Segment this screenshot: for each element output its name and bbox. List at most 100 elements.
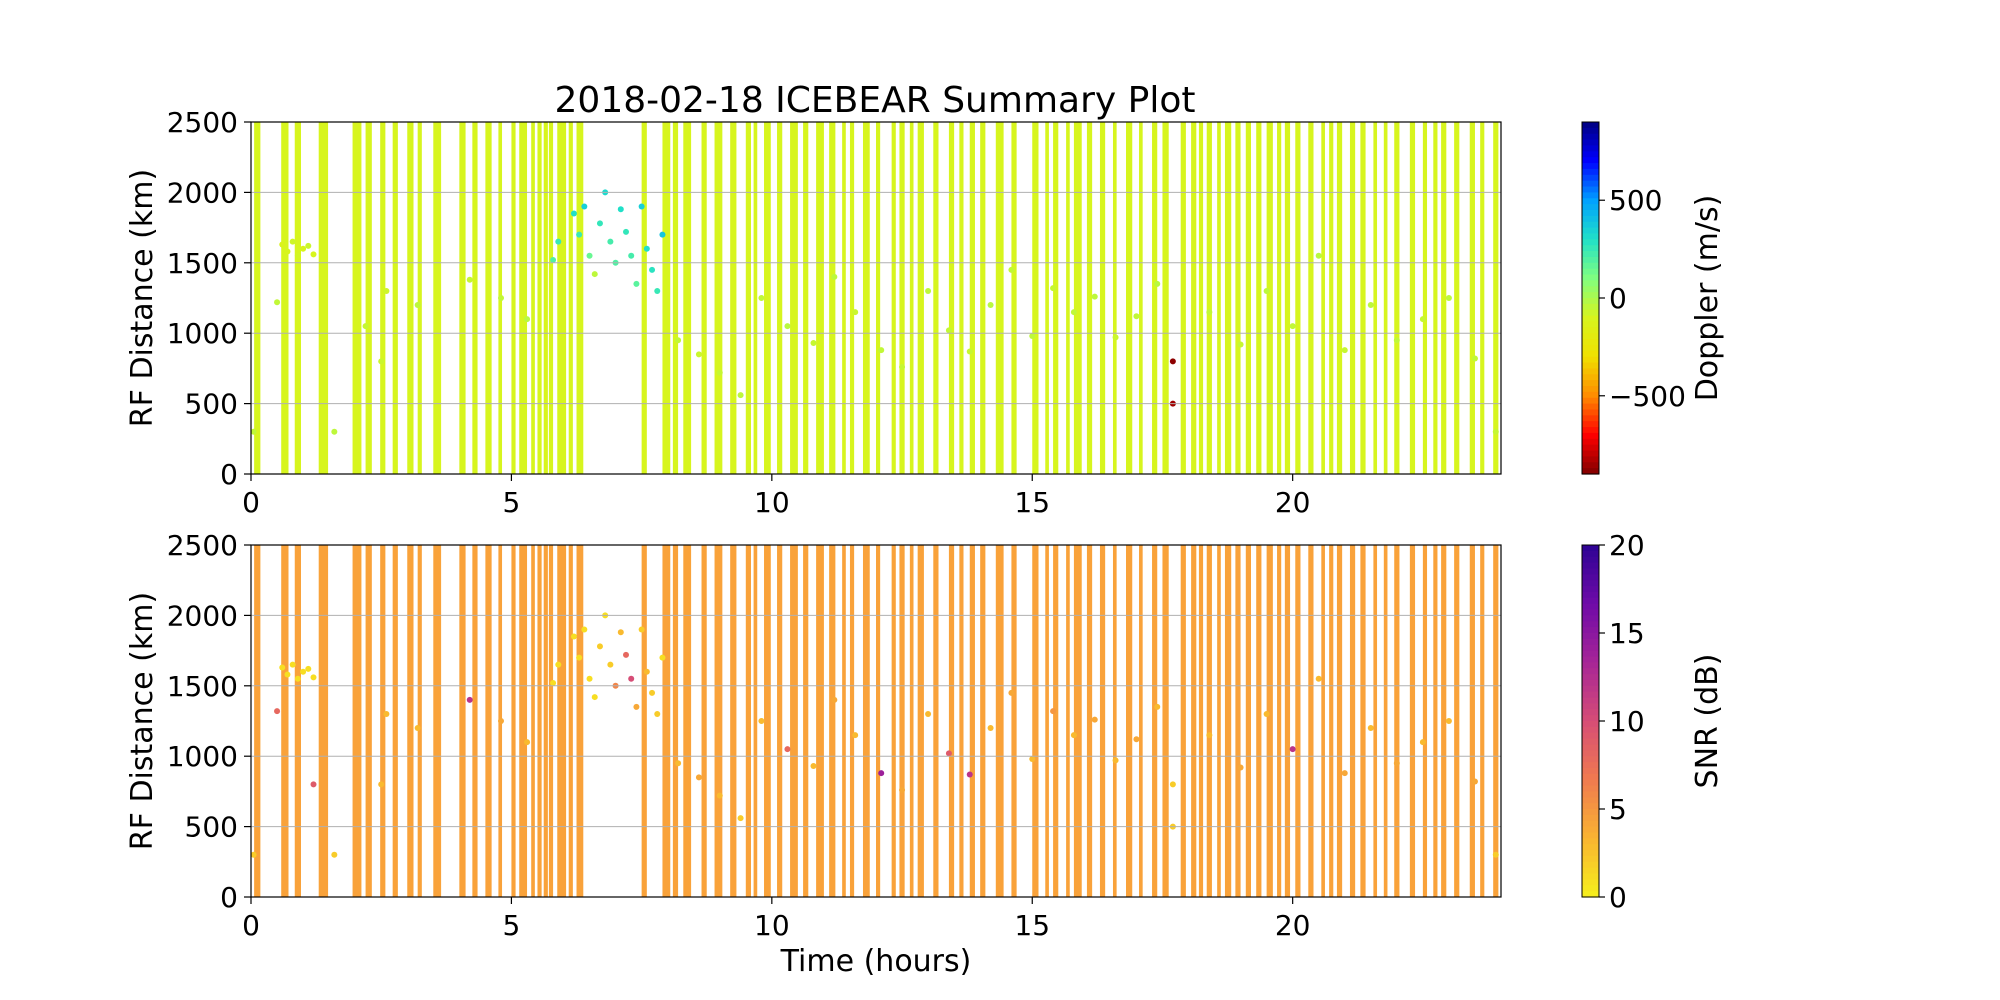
snr-data-point-47 [966, 771, 973, 778]
doppler-data-point-14 [550, 256, 557, 263]
doppler-band-44 [899, 122, 905, 474]
doppler-band-7 [392, 122, 398, 474]
snr-data-point-48 [987, 725, 994, 732]
doppler-y-tick-label-3: 1500 [167, 247, 238, 280]
doppler-data-point-67 [1419, 316, 1426, 323]
snr-colorbar-segment-12 [1582, 615, 1599, 622]
snr-x-tick-label-1: 5 [503, 909, 521, 942]
snr-grid [251, 614, 1501, 828]
doppler-data-point-65 [1367, 302, 1374, 309]
snr-x-tick-label-0: 0 [242, 909, 260, 942]
snr-band-45 [909, 545, 914, 897]
snr-band-7 [392, 545, 398, 897]
snr-data-point-42 [852, 732, 859, 739]
doppler-colorbar-segment-31 [1582, 303, 1599, 311]
snr-band-50 [969, 545, 975, 897]
doppler-band-29 [714, 122, 723, 474]
snr-band-16 [519, 545, 528, 897]
doppler-band-26 [672, 122, 679, 474]
doppler-data-point-46 [945, 327, 952, 334]
snr-band-56 [1053, 545, 1059, 897]
doppler-colorbar-segment-28 [1582, 286, 1599, 293]
doppler-band-91 [1441, 122, 1447, 474]
snr-band-52 [995, 545, 1004, 897]
doppler-data-point-10 [414, 302, 421, 309]
snr-data-point-21 [596, 643, 603, 650]
doppler-band-95 [1493, 122, 1499, 474]
doppler-data-point-27 [628, 252, 635, 259]
snr-colorbar-segment-3 [1582, 562, 1599, 570]
doppler-data-point-47 [966, 348, 973, 355]
doppler-band-37 [816, 122, 824, 474]
doppler-data-point-32 [654, 287, 661, 294]
doppler-band-92 [1454, 122, 1460, 474]
snr-data-point-23 [607, 661, 614, 668]
doppler-colorbar-segment-13 [1582, 198, 1599, 205]
doppler-colorbar-segment-27 [1582, 280, 1599, 287]
doppler-band-46 [917, 122, 924, 474]
snr-y-ticks: 0 500 1000 1500 2000 2500 [167, 529, 251, 914]
snr-colorbar-segment-48 [1582, 826, 1599, 834]
snr-y-tick-label-5: 2500 [167, 529, 238, 562]
snr-band-95 [1493, 545, 1499, 897]
snr-data-point-64 [1341, 770, 1348, 777]
doppler-colorbar-segment-38 [1582, 344, 1599, 352]
snr-band-67 [1191, 545, 1197, 897]
doppler-band-67 [1191, 122, 1197, 474]
doppler-colorbar-segment-34 [1582, 321, 1599, 328]
snr-band-70 [1217, 545, 1221, 897]
doppler-colorbar-segment-14 [1582, 204, 1599, 211]
snr-data-point-7 [274, 708, 281, 715]
doppler-data-point-0 [279, 241, 286, 248]
doppler-colorbar-segment-18 [1582, 227, 1599, 235]
doppler-colorbar-segment-19 [1582, 233, 1599, 240]
snr-band-18 [537, 545, 542, 897]
snr-colorbar-segment-0 [1582, 545, 1599, 552]
doppler-data-point-15 [555, 238, 562, 245]
snr-data-point-29 [638, 626, 645, 633]
snr-band-61 [1112, 545, 1117, 897]
snr-data-point-73 [378, 781, 385, 788]
doppler-data-point-8 [362, 323, 369, 330]
doppler-colorbar-segment-30 [1582, 298, 1599, 305]
doppler-colorbar-segment-12 [1582, 192, 1599, 199]
snr-data-point-36 [716, 792, 723, 799]
snr-data-point-6 [310, 674, 317, 681]
snr-band-43 [891, 545, 896, 897]
snr-data-point-28 [633, 703, 640, 710]
snr-data-point-68 [1445, 718, 1452, 724]
snr-band-6 [380, 545, 386, 897]
doppler-band-61 [1112, 122, 1117, 474]
doppler-x-tick-label-4: 20 [1275, 486, 1311, 519]
doppler-band-28 [701, 122, 707, 474]
snr-band-27 [683, 545, 692, 897]
snr-data-point-27 [628, 675, 635, 682]
snr-data-point-35 [695, 774, 702, 781]
doppler-band-34 [777, 122, 783, 474]
doppler-band-40 [849, 122, 855, 474]
snr-y-tick-label-1: 500 [185, 811, 238, 844]
snr-colorbar-segment-5 [1582, 574, 1599, 581]
doppler-band-47 [933, 122, 939, 474]
doppler-band-13 [485, 122, 492, 474]
doppler-point-layer [250, 189, 1499, 435]
doppler-band-60 [1099, 122, 1106, 474]
snr-data-point-53 [1091, 716, 1098, 723]
snr-band-layer [254, 545, 1499, 897]
snr-data-point-59 [1206, 732, 1213, 739]
doppler-data-point-59 [1206, 309, 1213, 316]
doppler-data-point-73 [378, 358, 385, 365]
snr-colorbar-segment-50 [1582, 838, 1599, 845]
doppler-colorbar-segment-58 [1582, 462, 1599, 469]
doppler-panel: 0 500 1000 1500 2000 2500 0 5 10 15 20 RF Distanc… [125, 106, 1725, 519]
snr-band-72 [1235, 545, 1241, 897]
doppler-band-50 [969, 122, 975, 474]
doppler-colorbar-segment-48 [1582, 403, 1599, 411]
doppler-band-41 [862, 122, 870, 474]
doppler-colorbar-segment-10 [1582, 180, 1599, 188]
snr-colorbar-segment-21 [1582, 668, 1599, 675]
doppler-colorbar-segment-8 [1582, 168, 1599, 176]
snr-band-25 [662, 545, 671, 897]
doppler-band-62 [1126, 122, 1133, 474]
snr-data-point-65 [1367, 725, 1374, 732]
